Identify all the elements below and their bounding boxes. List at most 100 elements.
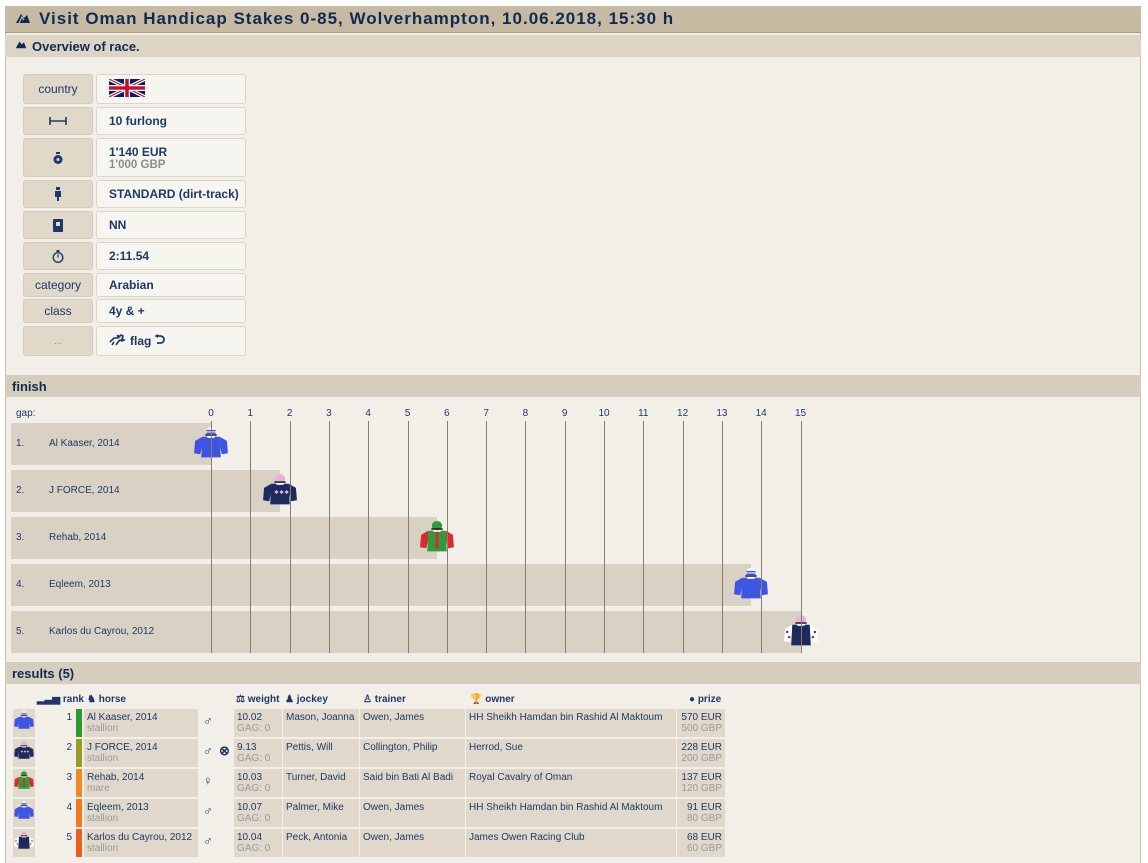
gap-tick: 6: [444, 408, 450, 419]
going-label: [23, 211, 93, 239]
owner-cell[interactable]: Herrod, Sue: [466, 739, 676, 767]
jockey-silk-icon[interactable]: [418, 517, 456, 564]
gap-tick: 7: [483, 408, 489, 419]
weight-cell: 10.03 GAG: 0: [234, 769, 282, 797]
finish-rank: 3.: [16, 532, 25, 543]
trainer-cell[interactable]: Collington, Philip: [360, 739, 465, 767]
title-bar: Visit Oman Handicap Stakes 0-85, Wolverh…: [5, 6, 1141, 33]
finish-horse-name[interactable]: Eqleem, 2013: [49, 579, 111, 590]
gap-tick: 13: [716, 408, 728, 419]
jockey-cell[interactable]: Peck, Antonia: [283, 829, 359, 857]
jockey-silk-icon[interactable]: [732, 564, 770, 611]
gap-tick: 1: [247, 408, 254, 419]
country-label: country: [23, 74, 93, 104]
horse-cell[interactable]: Rehab, 2014 mare: [84, 769, 198, 797]
table-row: 4 Eqleem, 2013 stallion ♂ 10.07 GAG: 0 Palmer,…: [13, 799, 725, 827]
weight-header[interactable]: ⚖ weight: [236, 694, 280, 705]
prize-label: [23, 138, 93, 177]
weight-icon: ⚖: [236, 694, 245, 705]
rank-cell: 2: [66, 742, 72, 753]
finish-row: [11, 611, 801, 653]
distance-value: 10 furlong: [96, 107, 246, 135]
horse-icon: ♞: [87, 694, 96, 705]
class-label: class: [23, 299, 93, 323]
gap-gridline: [604, 421, 605, 653]
finish-section-title: finish: [5, 375, 1141, 397]
prize-header[interactable]: ● prize: [689, 694, 722, 705]
gap-gridline: [211, 421, 212, 653]
table-row: 1 Al Kaaser, 2014 stallion ♂ 10.02 GAG: 0 Maso…: [13, 709, 725, 737]
flag-link[interactable]: flag: [96, 326, 246, 356]
jockey-cell[interactable]: Palmer, Mike: [283, 799, 359, 827]
trainer-cell[interactable]: Said bin Bati Al Badi: [360, 769, 465, 797]
owner-cell[interactable]: Royal Cavalry of Oman: [466, 769, 676, 797]
male-icon: ♂: [203, 713, 213, 728]
rank-color-bar: [76, 769, 82, 797]
owner-cell[interactable]: James Owen Racing Club: [466, 829, 676, 857]
finish-horse-name[interactable]: Al Kaaser, 2014: [49, 438, 120, 449]
horse-cell[interactable]: Karlos du Cayrou, 2012 stallion: [84, 829, 198, 857]
gap-gridline: [525, 421, 527, 653]
stopwatch-icon: [52, 249, 64, 263]
surface-value: STANDARD (dirt-track): [96, 180, 246, 208]
finish-row: [11, 564, 752, 606]
gap-gridline: [800, 421, 802, 653]
prize-cell: 91 EUR 80 GBP: [677, 799, 725, 827]
weight-cell: 10.04 GAG: 0: [234, 829, 282, 857]
owner-cell[interactable]: HH Sheikh Hamdan bin Rashid Al Maktoum: [466, 799, 676, 827]
finish-row: [11, 423, 211, 465]
jockey-cell[interactable]: Pettis, Will: [283, 739, 359, 767]
weight-cell: 9.13 GAG: 0: [234, 739, 282, 767]
finish-rank: 2.: [16, 485, 25, 496]
owner-cell[interactable]: HH Sheikh Hamdan bin Rashid Al Maktoum: [466, 709, 676, 737]
trainer-cell[interactable]: Owen, James: [360, 709, 465, 737]
horse-cell[interactable]: Al Kaaser, 2014 stallion: [84, 709, 198, 737]
horse-cell[interactable]: J FORCE, 2014 stallion: [84, 739, 198, 767]
rank-cell: 3: [66, 772, 72, 783]
male-icon: ♂: [203, 743, 213, 758]
finish-horse-name[interactable]: J FORCE, 2014: [49, 485, 120, 496]
category-label: category: [23, 273, 93, 297]
gap-tick: 0: [208, 408, 214, 419]
gap-gridline: [289, 421, 291, 653]
trainer-header[interactable]: ♙ trainer: [363, 694, 406, 705]
gap-tick: 15: [794, 408, 807, 419]
gap-gridline: [407, 421, 409, 653]
weight-cell: 10.07 GAG: 0: [234, 799, 282, 827]
jockey-cell[interactable]: Turner, David: [283, 769, 359, 797]
rank-cell: 4: [66, 802, 72, 813]
ranking-icon: ▂▃▅: [37, 694, 61, 705]
info-row-distance: 10 furlong: [23, 107, 246, 135]
time-label: [23, 242, 93, 270]
gap-tick: 14: [755, 408, 767, 419]
jockey-silk-icon[interactable]: [261, 470, 299, 517]
table-row: 5 Karlos du Cayrou, 2012 stallion ♂ 10.04 GAG…: [13, 829, 725, 857]
owner-header[interactable]: 🏆 owner: [470, 694, 515, 705]
gap-gridline: [643, 421, 645, 653]
weight-cell: 10.02 GAG: 0: [234, 709, 282, 737]
distance-label: [23, 107, 93, 135]
gap-tick: 2: [286, 408, 293, 419]
rank-header[interactable]: ▂▃▅ rank: [37, 694, 84, 705]
trainer-cell[interactable]: Owen, James: [360, 799, 465, 827]
gap-tick: 11: [638, 408, 649, 419]
rank-color-bar: [76, 709, 82, 737]
prize-value: 1'140 EUR 1'000 GBP: [96, 138, 246, 177]
prize-cell: 137 EUR 120 GBP: [677, 769, 725, 797]
trainer-cell[interactable]: Owen, James: [360, 829, 465, 857]
finish-horse-name[interactable]: Rehab, 2014: [49, 532, 107, 543]
gap-tick: 12: [677, 408, 689, 419]
prize-cell: 570 EUR 500 GBP: [677, 709, 725, 737]
results-section-title: results (5): [5, 662, 1141, 684]
jockey-header[interactable]: ♟ jockey: [285, 694, 328, 705]
finish-horse-name[interactable]: Karlos du Cayrou, 2012: [49, 626, 155, 637]
jockey-cell[interactable]: Mason, Joanna: [283, 709, 359, 737]
info-row-country: country: [23, 74, 246, 104]
prize-secondary: 1'000 GBP: [109, 158, 166, 171]
rank-color-bar: [76, 829, 82, 857]
horse-header[interactable]: ♞ horse: [87, 694, 126, 705]
horse-cell[interactable]: Eqleem, 2013 stallion: [84, 799, 198, 827]
gap-gridline: [446, 421, 448, 653]
gap-gridline: [682, 421, 684, 653]
gap-gridline: [564, 421, 566, 653]
